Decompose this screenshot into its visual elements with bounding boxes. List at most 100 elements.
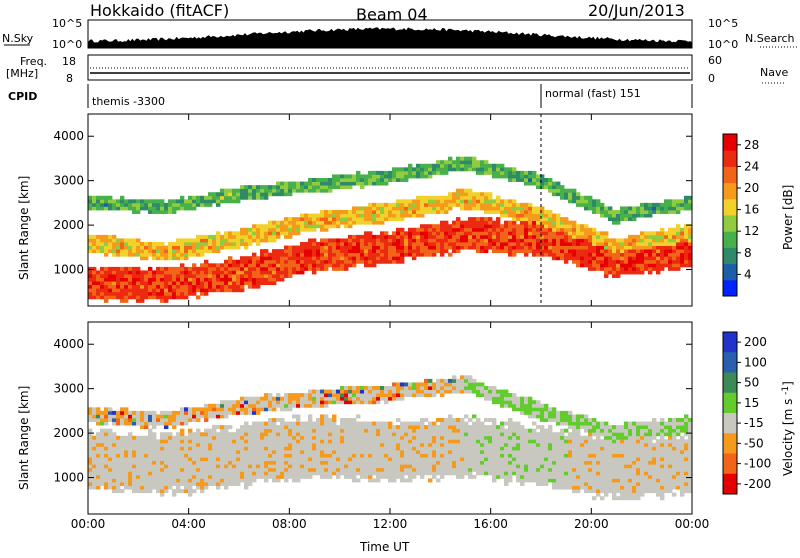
power-cell xyxy=(412,246,416,250)
velocity-cell xyxy=(380,393,384,397)
power-cell xyxy=(524,182,528,186)
velocity-cell xyxy=(160,411,164,415)
power-cell xyxy=(496,171,500,175)
velocity-cell xyxy=(292,400,296,404)
power-cell xyxy=(472,231,476,235)
velocity-cell xyxy=(396,418,400,422)
power-cell xyxy=(500,174,504,178)
power-cell xyxy=(240,238,244,242)
velocity-cell xyxy=(460,418,464,422)
power-cell xyxy=(668,199,672,203)
velocity-cell xyxy=(296,475,300,479)
power-cell xyxy=(212,285,216,289)
power-cell xyxy=(128,274,132,278)
velocity-cell xyxy=(280,407,284,411)
power-cell xyxy=(484,249,488,253)
power-cell xyxy=(92,249,96,253)
power-cell xyxy=(276,235,280,239)
power-cell xyxy=(516,231,520,235)
power-cell xyxy=(348,210,352,214)
power-cell xyxy=(100,249,104,253)
velocity-cell xyxy=(232,478,236,482)
power-cell xyxy=(404,171,408,175)
power-cell xyxy=(180,249,184,253)
velocity-cell xyxy=(236,468,240,472)
velocity-cell xyxy=(252,443,256,447)
power-cell xyxy=(552,238,556,242)
power-cell xyxy=(140,274,144,278)
power-cell xyxy=(140,253,144,257)
power-cell xyxy=(464,221,468,225)
power-cell xyxy=(500,206,504,210)
power-cell xyxy=(556,253,560,257)
velocity-cell xyxy=(200,439,204,443)
velocity-cell xyxy=(128,464,132,468)
velocity-cell xyxy=(92,411,96,415)
power-cell xyxy=(536,249,540,253)
power-cell xyxy=(464,231,468,235)
power-cell xyxy=(672,235,676,239)
power-cell xyxy=(188,278,192,282)
power-cell xyxy=(152,281,156,285)
power-cell xyxy=(620,267,624,271)
power-cell xyxy=(536,210,540,214)
power-cell xyxy=(232,270,236,274)
velocity-cell xyxy=(96,454,100,458)
velocity-cell xyxy=(88,471,92,475)
power-cell xyxy=(284,274,288,278)
power-cell xyxy=(676,206,680,210)
velocity-cell xyxy=(356,454,360,458)
power-cell xyxy=(552,235,556,239)
velocity-cell xyxy=(232,443,236,447)
power-cell xyxy=(108,235,112,239)
power-cell xyxy=(224,238,228,242)
power-cell xyxy=(308,238,312,242)
power-cell xyxy=(520,228,524,232)
velocity-cell xyxy=(432,461,436,465)
power-cell xyxy=(572,192,576,196)
velocity-cell xyxy=(380,461,384,465)
velocity-cell xyxy=(180,478,184,482)
power-cell xyxy=(92,242,96,246)
velocity-cell xyxy=(280,475,284,479)
power-cell xyxy=(416,242,420,246)
power-cell xyxy=(208,249,212,253)
velocity-cell xyxy=(148,411,152,415)
power-cell xyxy=(624,263,628,267)
velocity-cell xyxy=(416,436,420,440)
power-cell xyxy=(672,203,676,207)
power-cell xyxy=(660,238,664,242)
velocity-cell xyxy=(348,475,352,479)
power-cell xyxy=(600,235,604,239)
velocity-cell xyxy=(360,400,364,404)
power-cell xyxy=(512,246,516,250)
power-cell xyxy=(628,238,632,242)
power-cell xyxy=(344,263,348,267)
velocity-cell xyxy=(248,439,252,443)
velocity-cell xyxy=(204,429,208,433)
velocity-cell xyxy=(472,429,476,433)
power-cell xyxy=(496,224,500,228)
power-cell xyxy=(208,192,212,196)
power-cell xyxy=(264,267,268,271)
velocity-cell xyxy=(236,450,240,454)
velocity-cell xyxy=(216,475,220,479)
power-cell xyxy=(332,253,336,257)
velocity-cell xyxy=(340,454,344,458)
power-cell xyxy=(640,263,644,267)
power-cell xyxy=(208,267,212,271)
power-cell xyxy=(524,246,528,250)
velocity-cell xyxy=(316,422,320,426)
velocity-cell xyxy=(344,425,348,429)
power-cell xyxy=(284,224,288,228)
velocity-cell xyxy=(356,393,360,397)
power-cell xyxy=(312,214,316,218)
velocity-cell xyxy=(400,393,404,397)
power-cell xyxy=(680,231,684,235)
power-cell xyxy=(520,214,524,218)
cpid-panel: CPID themis -3300 normal (fast) 151 xyxy=(8,84,692,108)
velocity-cell xyxy=(456,379,460,383)
velocity-cell xyxy=(236,429,240,433)
velocity-cell xyxy=(240,432,244,436)
